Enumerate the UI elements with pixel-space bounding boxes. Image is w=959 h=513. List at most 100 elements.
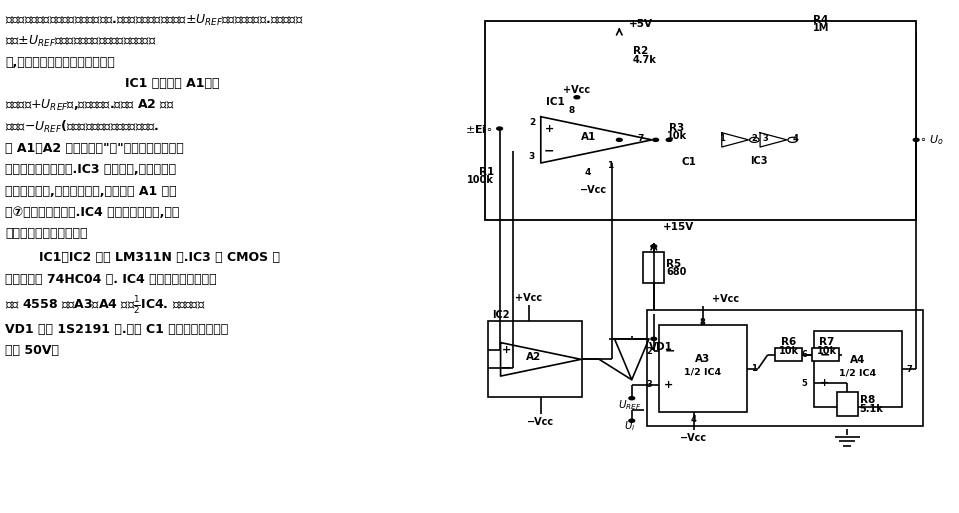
Text: 产生双极性的限窥电压。: 产生双极性的限窥电压。 (6, 227, 88, 241)
Text: +: + (819, 379, 829, 388)
Text: $\pm$Ei$\circ$: $\pm$Ei$\circ$ (465, 123, 493, 134)
Text: −: − (819, 348, 830, 361)
Text: 4.7k: 4.7k (633, 55, 657, 65)
Bar (716, 125, 803, 155)
Text: A1: A1 (581, 132, 596, 142)
Text: 1/2 IC4: 1/2 IC4 (839, 368, 877, 377)
Text: 输入高于$+U_{REF}$时,输出高电平.比较器 A2 的输: 输入高于$+U_{REF}$时,输出高电平.比较器 A2 的输 (6, 97, 175, 113)
Text: 10k: 10k (667, 131, 687, 141)
Text: 4: 4 (690, 415, 697, 424)
Text: 1: 1 (752, 364, 758, 373)
Text: +15V: +15V (664, 222, 694, 232)
Text: 路,所以设定的是正基准电压值。: 路,所以设定的是正基准电压值。 (6, 55, 115, 69)
Text: −Vcc: −Vcc (680, 432, 708, 443)
Text: R1: R1 (479, 167, 494, 176)
Text: 3: 3 (528, 152, 535, 161)
Circle shape (651, 245, 657, 248)
Text: 1: 1 (607, 161, 614, 170)
Bar (485, 21, 916, 220)
Text: 4: 4 (792, 134, 799, 143)
Text: +: + (665, 380, 673, 390)
Text: IC1、IC2 选用 LM311N 型.IC3 为 CMOS 反: IC1、IC2 选用 LM311N 型.IC3 为 CMOS 反 (39, 251, 280, 264)
Text: 相器，选用 74HC04 型. IC4 为集成运算放大器，: 相器，选用 74HC04 型. IC4 为集成运算放大器， (6, 272, 217, 286)
Text: 5.1k: 5.1k (859, 404, 883, 414)
Text: C1: C1 (682, 157, 696, 167)
Text: +: + (502, 345, 511, 356)
Text: 8: 8 (700, 318, 706, 327)
Text: 7: 7 (906, 365, 912, 373)
Circle shape (497, 127, 503, 130)
Text: 2: 2 (646, 347, 652, 356)
Text: −Vcc: −Vcc (580, 185, 607, 195)
Bar (504, 163, 522, 187)
Text: 4: 4 (585, 168, 591, 176)
Bar (609, 39, 630, 69)
Text: 8: 8 (569, 106, 574, 115)
Bar (665, 133, 707, 147)
Text: 1M: 1M (812, 23, 830, 33)
Text: +Vcc: +Vcc (713, 294, 739, 305)
Text: 选用 4558 型，A3、A4 各为$\frac{1}{2}$IC4. 齐纳二极管: 选用 4558 型，A3、A4 各为$\frac{1}{2}$IC4. 齐纳二极… (6, 293, 206, 315)
Circle shape (653, 139, 659, 142)
Text: +Vcc: +Vcc (515, 293, 542, 303)
Text: R7: R7 (819, 338, 834, 347)
Text: VD1 选用 1S2191 型.电容 C1 容量根据频率确定: VD1 选用 1S2191 型.电容 C1 容量根据频率确定 (6, 323, 229, 336)
Circle shape (617, 139, 622, 142)
Text: $U_i$: $U_i$ (624, 419, 636, 433)
Text: +: + (545, 124, 554, 133)
Text: 耐压 50V。: 耐压 50V。 (6, 344, 59, 357)
Text: $\circ$ $U_o$: $\circ$ $U_o$ (919, 133, 945, 147)
Text: 有不同的用途,用来调整波形,它可除去 A1 输出: 有不同的用途,用来调整波形,它可除去 A1 输出 (6, 185, 177, 198)
Text: 1/2 IC4: 1/2 IC4 (684, 368, 721, 377)
Text: 2: 2 (752, 134, 758, 143)
Circle shape (574, 96, 580, 99)
Text: 入大于$-U_{REF}$(绝对值）时，其输出也为高电平.: 入大于$-U_{REF}$(绝对值）时，其输出也为高电平. (6, 119, 160, 134)
Text: R6: R6 (782, 338, 796, 347)
Bar (813, 331, 901, 407)
Bar (836, 391, 857, 416)
Circle shape (667, 139, 672, 142)
Text: 正负对称的双限比较器可用于报警电路.输入信号超过设定的电压$\pm U_{REF}$时发出报警信号.本电路不是: 正负对称的双限比较器可用于报警电路.输入信号超过设定的电压$\pm U_{REF… (6, 13, 304, 28)
Bar (811, 348, 838, 361)
Text: A3: A3 (695, 354, 711, 364)
Text: $U_{REF}$: $U_{REF}$ (619, 399, 642, 412)
Text: 设定$\pm U_{REF}$，而且配置正、负限窥的基准电压电: 设定$\pm U_{REF}$，而且配置正、负限窥的基准电压电 (6, 34, 157, 49)
Circle shape (913, 139, 919, 142)
Text: A2: A2 (526, 352, 541, 362)
Text: 7: 7 (637, 134, 643, 143)
Text: IC3: IC3 (750, 156, 768, 166)
Text: 3: 3 (646, 381, 652, 389)
Text: −: − (544, 145, 554, 157)
Text: +5V: +5V (629, 18, 653, 29)
Circle shape (629, 419, 635, 422)
Text: 端⑦脚上产生的振荡.IC4 为集成运放电路,用来: 端⑦脚上产生的振荡.IC4 为集成运放电路,用来 (6, 206, 180, 219)
Text: IC1: IC1 (546, 97, 564, 107)
Text: R4: R4 (813, 15, 829, 25)
Text: A4: A4 (850, 355, 865, 365)
Text: 10k: 10k (817, 346, 837, 356)
Bar (659, 325, 747, 412)
Bar (736, 26, 788, 39)
Text: −: − (665, 345, 675, 358)
Text: 把 A1、A2 的输出接成"或"门电路，就可以起: 把 A1、A2 的输出接成"或"门电路，就可以起 (6, 142, 184, 154)
Text: IC1 为比较器 A1，其: IC1 为比较器 A1，其 (126, 77, 220, 90)
Bar (647, 310, 923, 426)
Text: R2: R2 (633, 46, 648, 56)
Bar (776, 348, 803, 361)
Text: R5: R5 (667, 259, 682, 269)
Text: 680: 680 (667, 267, 687, 277)
Text: 5: 5 (801, 379, 807, 388)
Text: +Vcc: +Vcc (563, 85, 591, 95)
Text: IC2: IC2 (492, 310, 509, 320)
Text: −: − (501, 362, 511, 375)
Text: VD1: VD1 (649, 342, 673, 351)
Text: 到双限比较器的作用.IC3 为反相器,但在此处都: 到双限比较器的作用.IC3 为反相器,但在此处都 (6, 163, 176, 176)
Text: R3: R3 (669, 123, 685, 132)
Text: 6: 6 (801, 350, 807, 359)
Text: 10k: 10k (779, 346, 799, 356)
Text: 2: 2 (528, 119, 535, 127)
Text: 3: 3 (763, 134, 769, 143)
Text: −Vcc: −Vcc (527, 417, 554, 427)
Text: 1: 1 (719, 134, 725, 143)
Text: 100k: 100k (467, 175, 494, 185)
